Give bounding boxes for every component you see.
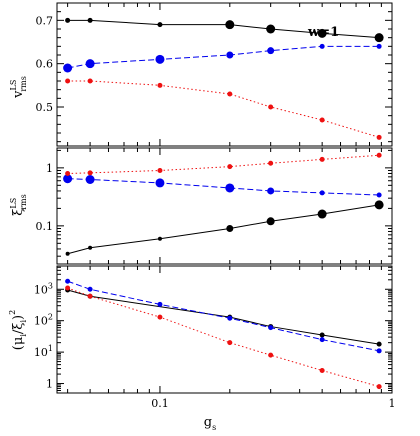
panel-mass-ratio: 1 101 102 103 0.1 1 (μi/ξi)2 gs <box>8 265 396 432</box>
data-point <box>266 217 275 226</box>
data-point <box>225 183 235 193</box>
data-point <box>319 156 325 162</box>
series-line-2 <box>67 178 380 196</box>
data-point <box>319 43 325 49</box>
data-point <box>157 236 162 241</box>
x-tick-label: 1 <box>389 397 396 410</box>
data-point <box>376 384 382 390</box>
data-point <box>65 285 71 291</box>
plot-frame <box>56 2 393 147</box>
data-point <box>268 104 274 110</box>
data-point <box>85 174 95 184</box>
data-point <box>376 43 382 49</box>
annotation-w: w=1 <box>307 25 339 40</box>
data-point <box>227 315 233 321</box>
y-tick-label: 0.7 <box>36 14 54 27</box>
data-point <box>319 117 325 123</box>
y-tick-label: 0.6 <box>36 58 54 71</box>
data-point <box>319 332 325 338</box>
data-point <box>226 51 234 59</box>
data-point <box>65 278 71 284</box>
plot-frame <box>56 265 393 394</box>
data-point <box>87 78 93 84</box>
data-point <box>87 170 93 176</box>
y-tick-label: 1 <box>46 378 53 391</box>
data-point <box>87 293 93 299</box>
series-line-3 <box>67 154 380 174</box>
data-point <box>227 164 233 170</box>
data-point <box>319 337 325 343</box>
data-point <box>227 340 233 346</box>
data-point <box>376 152 382 158</box>
y-tick-label: 0.1 <box>36 220 54 233</box>
data-point <box>319 190 325 196</box>
y-tick-label: 103 <box>34 281 53 296</box>
y-tick-label: 1 <box>46 162 53 175</box>
data-point <box>268 352 274 358</box>
data-point <box>157 168 163 174</box>
data-point <box>268 325 274 331</box>
series-line-1 <box>67 204 380 255</box>
panel-velocity-rms: 0.5 0.6 0.7 vLSrms w=1 <box>9 2 393 147</box>
data-point <box>268 160 274 166</box>
series-line-3 <box>67 287 380 388</box>
data-point <box>65 251 70 256</box>
data-point <box>226 225 234 233</box>
data-point <box>374 33 384 43</box>
y-tick-label: 101 <box>34 344 53 359</box>
ylabel-displacement-rms: ξLSrms <box>9 194 28 215</box>
data-point <box>227 91 233 97</box>
plot-frame <box>56 147 393 265</box>
data-point <box>157 22 163 28</box>
y-tick-label: 0.5 <box>36 101 54 114</box>
data-point <box>157 82 163 88</box>
panel-displacement-rms: 0.1 1 ξLSrms <box>9 147 393 265</box>
data-point <box>376 192 382 198</box>
data-point <box>266 24 276 34</box>
series-line-1 <box>67 289 380 345</box>
data-point <box>85 59 95 69</box>
ylabel-velocity-rms: vLSrms <box>9 76 28 99</box>
x-tick-label: 0.1 <box>151 397 169 410</box>
data-point <box>376 134 382 140</box>
data-point <box>63 63 73 73</box>
data-point <box>65 170 71 176</box>
ylabel-mass-ratio: (μi/ξi)2 <box>8 310 28 350</box>
data-point <box>319 367 325 373</box>
data-point <box>376 341 382 347</box>
data-point <box>317 28 327 38</box>
data-point <box>267 187 275 195</box>
data-point <box>88 245 93 250</box>
data-point <box>317 209 327 219</box>
series-line-2 <box>67 45 380 69</box>
data-point <box>225 20 235 30</box>
data-point <box>155 54 165 64</box>
data-point <box>87 286 93 292</box>
y-tick-label: 102 <box>34 313 53 328</box>
data-point <box>87 17 93 23</box>
data-point <box>376 348 382 354</box>
xlabel-gs: gs <box>204 415 216 432</box>
series-line-3 <box>67 80 380 138</box>
data-point <box>63 174 73 184</box>
data-point <box>157 314 163 320</box>
data-point <box>65 17 71 23</box>
data-point <box>374 200 384 210</box>
data-point <box>267 47 275 55</box>
data-point <box>157 301 163 307</box>
data-point <box>155 178 165 188</box>
data-point <box>65 78 71 84</box>
